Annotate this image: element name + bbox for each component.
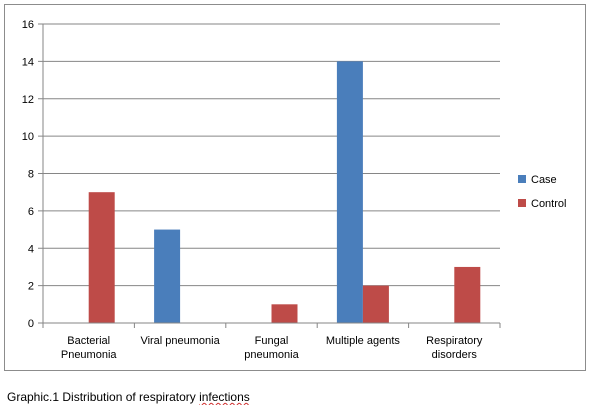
bar-control-4 bbox=[454, 266, 481, 323]
y-tick-label: 12 bbox=[22, 94, 34, 106]
y-tick-label: 14 bbox=[22, 56, 34, 68]
x-tick-label: Viral pneumonia bbox=[140, 335, 220, 347]
legend-label-case: Case bbox=[531, 174, 557, 186]
y-tick-label: 6 bbox=[28, 206, 34, 218]
bar-control-3 bbox=[362, 285, 389, 323]
caption-prefix: Graphic.1 Distribution of respiratory bbox=[7, 390, 200, 404]
y-tick-label: 8 bbox=[28, 169, 34, 181]
y-tick-label: 4 bbox=[28, 243, 34, 255]
bar-control-2 bbox=[271, 304, 298, 323]
x-tick-label: Pneumonia bbox=[61, 349, 118, 361]
y-tick-label: 0 bbox=[28, 318, 34, 330]
bar-case-1 bbox=[154, 229, 181, 323]
legend: Case Control bbox=[518, 174, 566, 210]
x-tick-label: Multiple agents bbox=[326, 335, 400, 347]
bars bbox=[88, 61, 481, 323]
legend-label-control: Control bbox=[531, 198, 566, 210]
bar-case-3 bbox=[336, 61, 363, 323]
x-tick-label: Respiratory bbox=[426, 335, 483, 347]
bar-chart: 0 2 4 6 8 10 12 14 16 Bacterial Pneumonia Viral pn… bbox=[22, 19, 567, 361]
legend-swatch-case bbox=[518, 175, 526, 183]
x-tick-label: Fungal bbox=[255, 335, 289, 347]
legend-swatch-control bbox=[518, 199, 526, 207]
figure-caption: Graphic.1 Distribution of respiratory in… bbox=[7, 390, 250, 404]
axes bbox=[38, 23, 501, 328]
bar-control-0 bbox=[88, 192, 115, 323]
y-tick-label: 2 bbox=[28, 281, 34, 293]
y-tick-label: 16 bbox=[22, 19, 34, 31]
y-tick-label: 10 bbox=[22, 131, 34, 143]
caption-underlined-word: infections bbox=[199, 390, 250, 404]
x-tick-label: Bacterial bbox=[67, 335, 110, 347]
x-tick-labels: Bacterial Pneumonia Viral pneumonia Fungal p… bbox=[61, 335, 483, 361]
x-tick-label: disorders bbox=[432, 349, 478, 361]
y-tick-labels: 0 2 4 6 8 10 12 14 16 bbox=[22, 19, 34, 330]
gridlines bbox=[43, 23, 500, 287]
x-tick-label: pneumonia bbox=[244, 349, 299, 361]
